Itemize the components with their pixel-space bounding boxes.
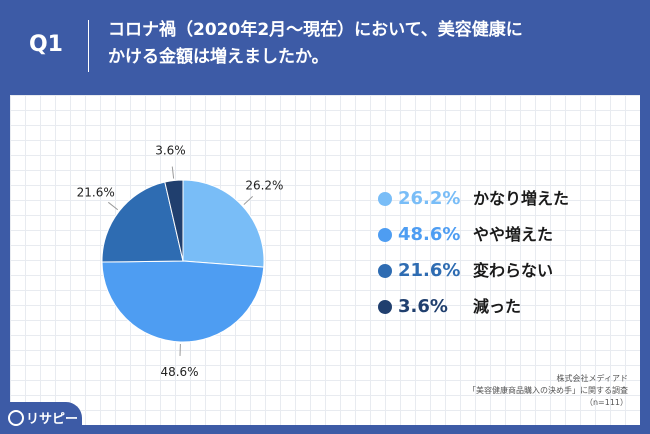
- pie-slice: [182, 179, 265, 268]
- source-survey: 「美容健康商品購入の決め手」に関する調査: [468, 386, 628, 395]
- legend-label: 変わらない: [473, 261, 554, 280]
- slice-label: 26.2%: [245, 179, 283, 193]
- title-line-1: コロナ禍（2020年2月〜現在）において、美容健康に: [108, 20, 523, 40]
- logo-icon: [8, 410, 24, 426]
- question-number: Q1: [28, 32, 63, 57]
- legend-item: 26.2% かなり増えた: [378, 186, 618, 222]
- legend-percent: 3.6%: [398, 296, 448, 317]
- legend-item: 21.6% 変わらない: [378, 258, 618, 294]
- pie-slice: [101, 260, 265, 343]
- leader-line: [171, 166, 175, 179]
- legend: 26.2% かなり増えた 48.6% やや増えた 21.6% 変わらない 3.6…: [378, 186, 618, 330]
- source-sample-size: （n=111）: [584, 398, 628, 407]
- pie-slice: [164, 179, 184, 262]
- slice-label: 3.6%: [155, 144, 186, 158]
- source-note: 株式会社メディアド 「美容健康商品購入の決め手」に関する調査 （n=111）: [368, 373, 628, 409]
- leader-line: [107, 201, 119, 211]
- legend-item: 48.6% やや増えた: [378, 222, 618, 258]
- legend-label: かなり増えた: [473, 189, 570, 208]
- brand-logo: リサピー: [0, 402, 82, 434]
- legend-swatch: [378, 228, 392, 242]
- header-divider: [88, 20, 89, 72]
- question-title: コロナ禍（2020年2月〜現在）において、美容健康に かける金額は増えましたか。: [108, 17, 628, 71]
- legend-label: やや増えた: [473, 225, 554, 244]
- header: Q1 コロナ禍（2020年2月〜現在）において、美容健康に かける金額は増えまし…: [0, 0, 650, 88]
- slice-label: 21.6%: [77, 185, 115, 199]
- logo-text: リサピー: [26, 412, 79, 427]
- legend-percent: 48.6%: [398, 224, 461, 245]
- legend-label: 減った: [473, 297, 522, 316]
- pie-slice: [101, 181, 184, 263]
- leader-line: [243, 196, 253, 205]
- legend-item: 3.6% 減った: [378, 294, 618, 330]
- source-company: 株式会社メディアド: [556, 374, 628, 383]
- slice-label: 48.6%: [160, 365, 198, 379]
- legend-swatch: [378, 300, 392, 314]
- legend-swatch: [378, 264, 392, 278]
- legend-percent: 26.2%: [398, 188, 461, 209]
- title-line-2: かける金額は増えましたか。: [108, 47, 329, 67]
- legend-swatch: [378, 192, 392, 206]
- legend-percent: 21.6%: [398, 260, 461, 281]
